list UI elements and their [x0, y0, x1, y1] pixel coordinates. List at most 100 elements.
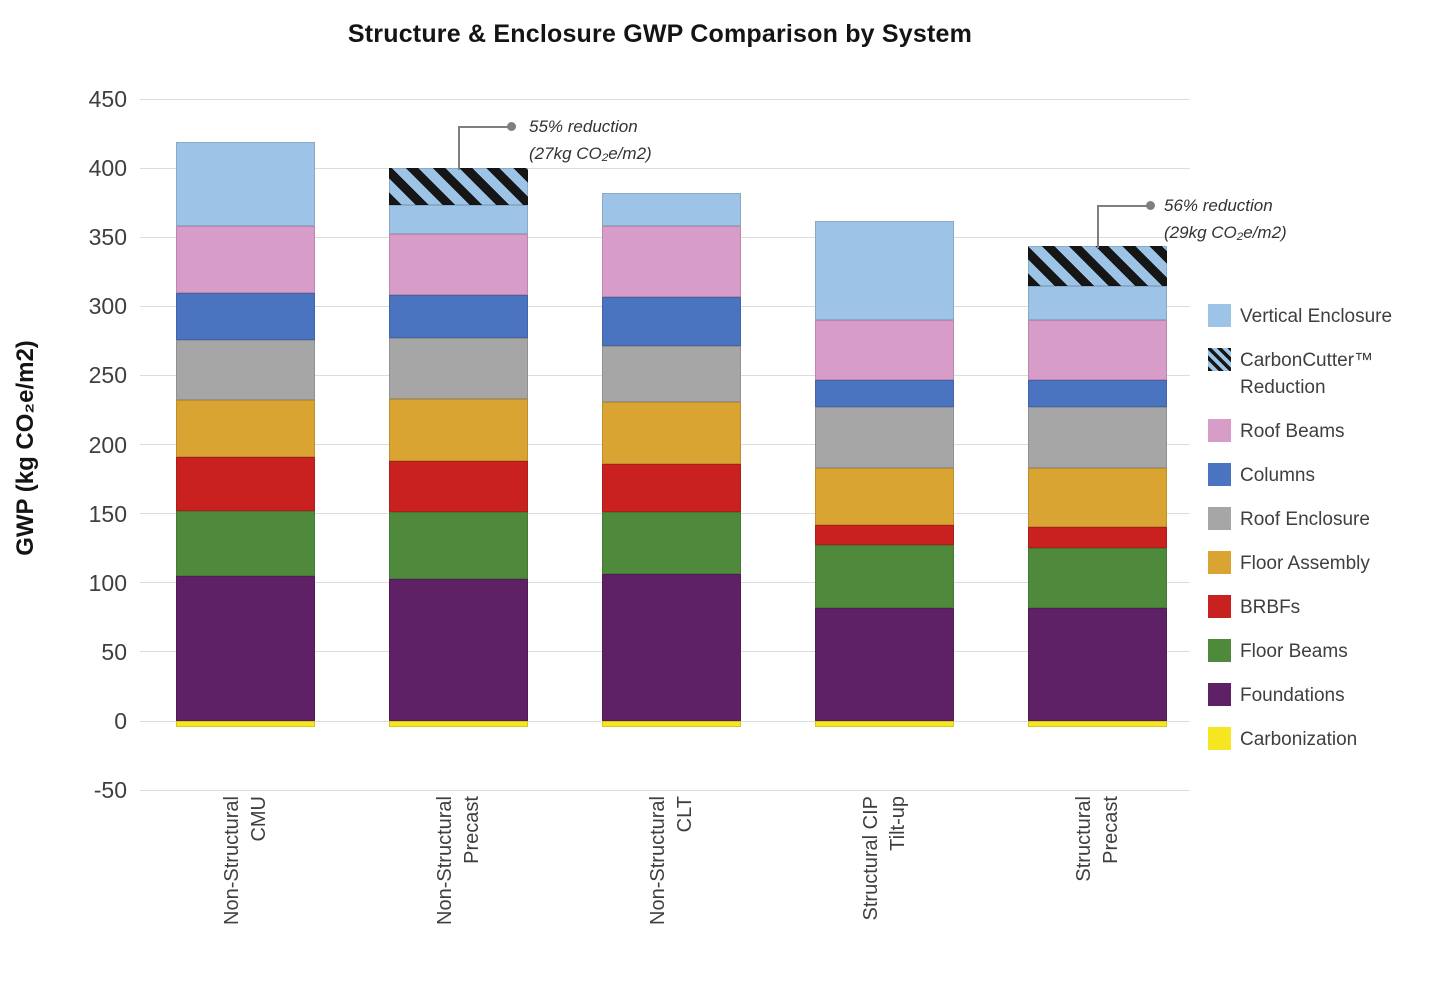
bar-segment-floor-assembly: [815, 468, 954, 525]
legend-item-brbfs: BRBFs: [1208, 594, 1438, 621]
legend-item-carbonization: Carbonization: [1208, 726, 1438, 753]
y-tick-label: 300: [88, 293, 127, 320]
legend-item-carboncutter: CarbonCutter™ Reduction: [1208, 347, 1438, 401]
legend-item-roof-enclosure: Roof Enclosure: [1208, 506, 1438, 533]
annotation-leader-dot: [507, 122, 516, 131]
bar-segment-floor-beams: [176, 510, 315, 576]
x-axis-label-line: Non-Structural: [433, 796, 456, 925]
gridline-450: [140, 98, 1190, 100]
y-tick-label: -50: [93, 777, 127, 804]
color-swatch-icon: [1208, 683, 1231, 706]
bar-segment-brbfs: [1028, 527, 1167, 549]
y-tick-label: 100: [88, 569, 127, 596]
y-tick-label: 0: [114, 708, 127, 734]
legend: Vertical Enclosure CarbonCutter™ Reduction…: [1208, 303, 1438, 770]
bar-segment-floor-assembly: [1028, 468, 1167, 528]
legend-item-label: Floor Beams: [1240, 641, 1348, 662]
bar-segment-vertical-enclosure: [602, 192, 741, 227]
annotation-text-line1: 55% reduction: [529, 117, 638, 136]
x-axis-label-line: Precast: [460, 796, 483, 864]
y-tick-label: 250: [88, 362, 127, 389]
annotation-text-line1: 56% reduction: [1164, 196, 1273, 215]
bar-segment-floor-beams: [389, 512, 528, 579]
x-axis-label-line: Precast: [1099, 796, 1122, 864]
x-axis-label: Structural Precast: [1071, 796, 1125, 990]
bar-segment-foundations: [389, 578, 528, 721]
legend-item-label: Roof Enclosure: [1240, 509, 1370, 530]
annotation-leader-vertical: [1096, 206, 1099, 248]
bar-segment-floor-beams: [602, 512, 741, 575]
bar-segment-floor-assembly: [389, 398, 528, 462]
annotation-text-line2: (27kg CO₂e/m2): [529, 144, 652, 163]
annotation-leader-dot: [1146, 201, 1155, 210]
bar-segment-roof-enclosure: [815, 407, 954, 469]
bar-segment-carboncutter-reduction: [389, 168, 528, 206]
bar-segment-foundations: [1028, 607, 1167, 721]
bar-segment-carbonization: [602, 721, 741, 727]
bar-segment-carbonization: [176, 721, 315, 727]
y-tick-label: 450: [88, 86, 127, 112]
color-swatch-icon: [1208, 639, 1231, 662]
bar-segment-brbfs: [815, 524, 954, 546]
bar-segment-roof-enclosure: [1028, 407, 1167, 469]
legend-item-label: CarbonCutter™ Reduction: [1240, 347, 1373, 401]
bar-segment-brbfs: [176, 456, 315, 511]
legend-item-label: Carbonization: [1240, 729, 1358, 750]
x-axis-label-line: CLT: [673, 796, 696, 833]
bar-segment-roof-beams: [176, 226, 315, 293]
bar-segment-columns: [1028, 379, 1167, 408]
bar-segment-roof-enclosure: [602, 346, 741, 402]
y-tick-label: 350: [88, 224, 127, 251]
bar-segment-floor-assembly: [176, 400, 315, 457]
bar-segment-vertical-enclosure: [176, 141, 315, 227]
annotation-text: 56% reduction (29kg CO₂e/m2): [1164, 192, 1287, 246]
y-tick-label: 150: [88, 500, 127, 527]
bar-segment-roof-beams: [602, 226, 741, 297]
bar-segment-roof-enclosure: [389, 338, 528, 399]
color-swatch-icon: [1208, 304, 1231, 327]
bar-segment-roof-beams: [389, 234, 528, 296]
y-tick-label: 400: [88, 155, 127, 182]
color-swatch-icon: [1208, 595, 1231, 618]
bar-segment-foundations: [815, 607, 954, 721]
bar-segment-columns: [815, 379, 954, 408]
annotation-leader-horizontal: [1096, 205, 1150, 207]
chart-title: Structure & Enclosure GWP Comparison by …: [347, 20, 973, 48]
legend-item-label-line2: Reduction: [1240, 377, 1326, 398]
legend-item-columns: Columns: [1208, 462, 1438, 489]
x-axis-label: Non-Structural Precast: [432, 796, 486, 990]
legend-item-floor-assembly: Floor Assembly: [1208, 550, 1438, 577]
bar-segment-roof-enclosure: [176, 339, 315, 401]
y-tick-label: 200: [88, 431, 127, 458]
bar-segment-vertical-enclosure: [389, 205, 528, 235]
bar-segment-roof-beams: [1028, 320, 1167, 380]
legend-item-label: Floor Assembly: [1240, 553, 1370, 574]
annotation-text: 55% reduction (27kg CO₂e/m2): [529, 113, 652, 167]
bar-segment-floor-assembly: [602, 401, 741, 464]
x-axis-label-line: Non-Structural: [220, 796, 243, 925]
x-axis-label-line: Tilt-up: [886, 796, 909, 851]
color-swatch-icon: [1208, 727, 1231, 750]
x-axis-label-line: Structural: [1072, 796, 1095, 882]
bar-segment-brbfs: [389, 461, 528, 513]
legend-item-vertical-enclosure: Vertical Enclosure: [1208, 303, 1438, 330]
bar-segment-carbonization: [1028, 721, 1167, 727]
bar-segment-carbonization: [389, 721, 528, 727]
bar-segment-columns: [176, 292, 315, 340]
x-axis-label: Non-Structural CMU: [219, 796, 273, 990]
legend-item-floor-beams: Floor Beams: [1208, 638, 1438, 665]
x-axis-label: Structural CIP Tilt-up: [858, 796, 912, 990]
hatch-swatch-icon: [1208, 348, 1231, 371]
x-axis-label: Non-Structural CLT: [645, 796, 699, 990]
legend-item-label: BRBFs: [1240, 597, 1301, 618]
y-tick-label: 50: [101, 638, 127, 665]
bar-segment-vertical-enclosure: [815, 220, 954, 321]
bar-segment-columns: [602, 296, 741, 347]
bar-segment-carbonization: [815, 721, 954, 727]
bar-segment-vertical-enclosure: [1028, 285, 1167, 321]
x-axis-label-line: Non-Structural: [646, 796, 669, 925]
annotation-text-line2: (29kg CO₂e/m2): [1164, 223, 1287, 242]
color-swatch-icon: [1208, 551, 1231, 574]
legend-item-label: Roof Beams: [1240, 421, 1345, 442]
